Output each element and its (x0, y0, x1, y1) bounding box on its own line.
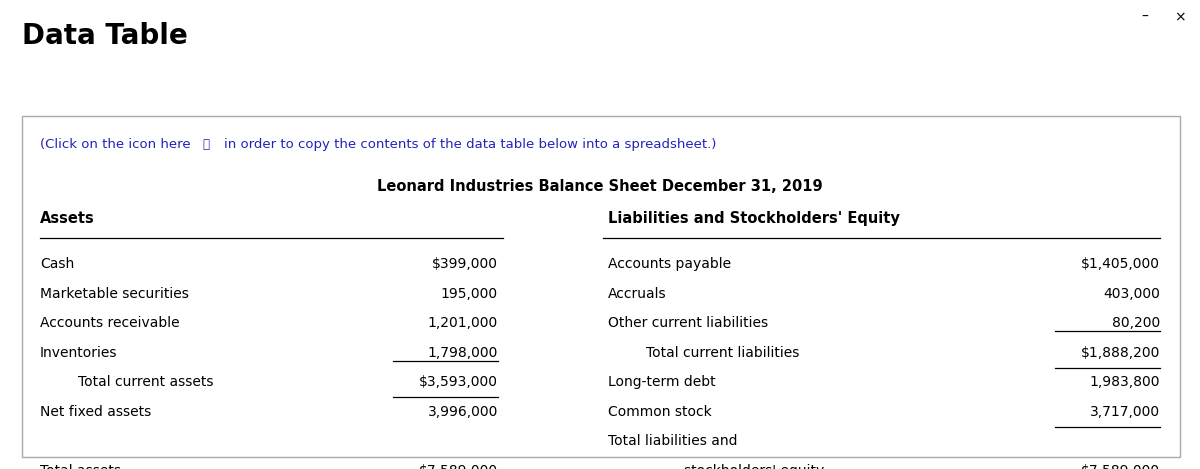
Text: Cash: Cash (40, 257, 74, 271)
Text: Marketable securities: Marketable securities (40, 287, 188, 301)
Text: $3,593,000: $3,593,000 (419, 375, 498, 389)
Text: Liabilities and Stockholders' Equity: Liabilities and Stockholders' Equity (608, 211, 900, 226)
Text: Other current liabilities: Other current liabilities (608, 316, 768, 330)
Text: Accounts receivable: Accounts receivable (40, 316, 180, 330)
Text: 195,000: 195,000 (440, 287, 498, 301)
Text: 1,798,000: 1,798,000 (427, 346, 498, 360)
Text: –: – (1141, 10, 1148, 24)
Text: 1,983,800: 1,983,800 (1090, 375, 1160, 389)
Text: 1,201,000: 1,201,000 (427, 316, 498, 330)
Text: $1,405,000: $1,405,000 (1081, 257, 1160, 271)
Text: $1,888,200: $1,888,200 (1081, 346, 1160, 360)
Text: Accruals: Accruals (608, 287, 667, 301)
Text: stockholders' equity: stockholders' equity (684, 463, 824, 469)
Text: Total current assets: Total current assets (78, 375, 214, 389)
Text: Long-term debt: Long-term debt (608, 375, 715, 389)
Text: $7,589,000: $7,589,000 (419, 463, 498, 469)
Text: Leonard Industries Balance Sheet December 31, 2019: Leonard Industries Balance Sheet Decembe… (377, 179, 823, 194)
Text: 3,717,000: 3,717,000 (1090, 404, 1160, 418)
Text: (Click on the icon here: (Click on the icon here (40, 137, 191, 151)
Text: Inventories: Inventories (40, 346, 118, 360)
Text: 3,996,000: 3,996,000 (427, 404, 498, 418)
Text: Net fixed assets: Net fixed assets (40, 404, 151, 418)
Text: in order to copy the contents of the data table below into a spreadsheet.): in order to copy the contents of the dat… (224, 137, 716, 151)
Text: Total assets: Total assets (40, 463, 121, 469)
Text: $7,589,000: $7,589,000 (1081, 463, 1160, 469)
Text: $399,000: $399,000 (432, 257, 498, 271)
Text: ⎘: ⎘ (202, 137, 209, 151)
Text: Total current liabilities: Total current liabilities (646, 346, 799, 360)
Text: ×: × (1174, 10, 1186, 24)
Text: 403,000: 403,000 (1103, 287, 1160, 301)
Text: Accounts payable: Accounts payable (608, 257, 731, 271)
Bar (22, 116, 1180, 457)
Text: Data Table: Data Table (22, 22, 187, 50)
Text: Assets: Assets (40, 211, 95, 226)
Text: 80,200: 80,200 (1111, 316, 1160, 330)
Text: Total liabilities and: Total liabilities and (608, 434, 738, 448)
Text: Common stock: Common stock (608, 404, 712, 418)
